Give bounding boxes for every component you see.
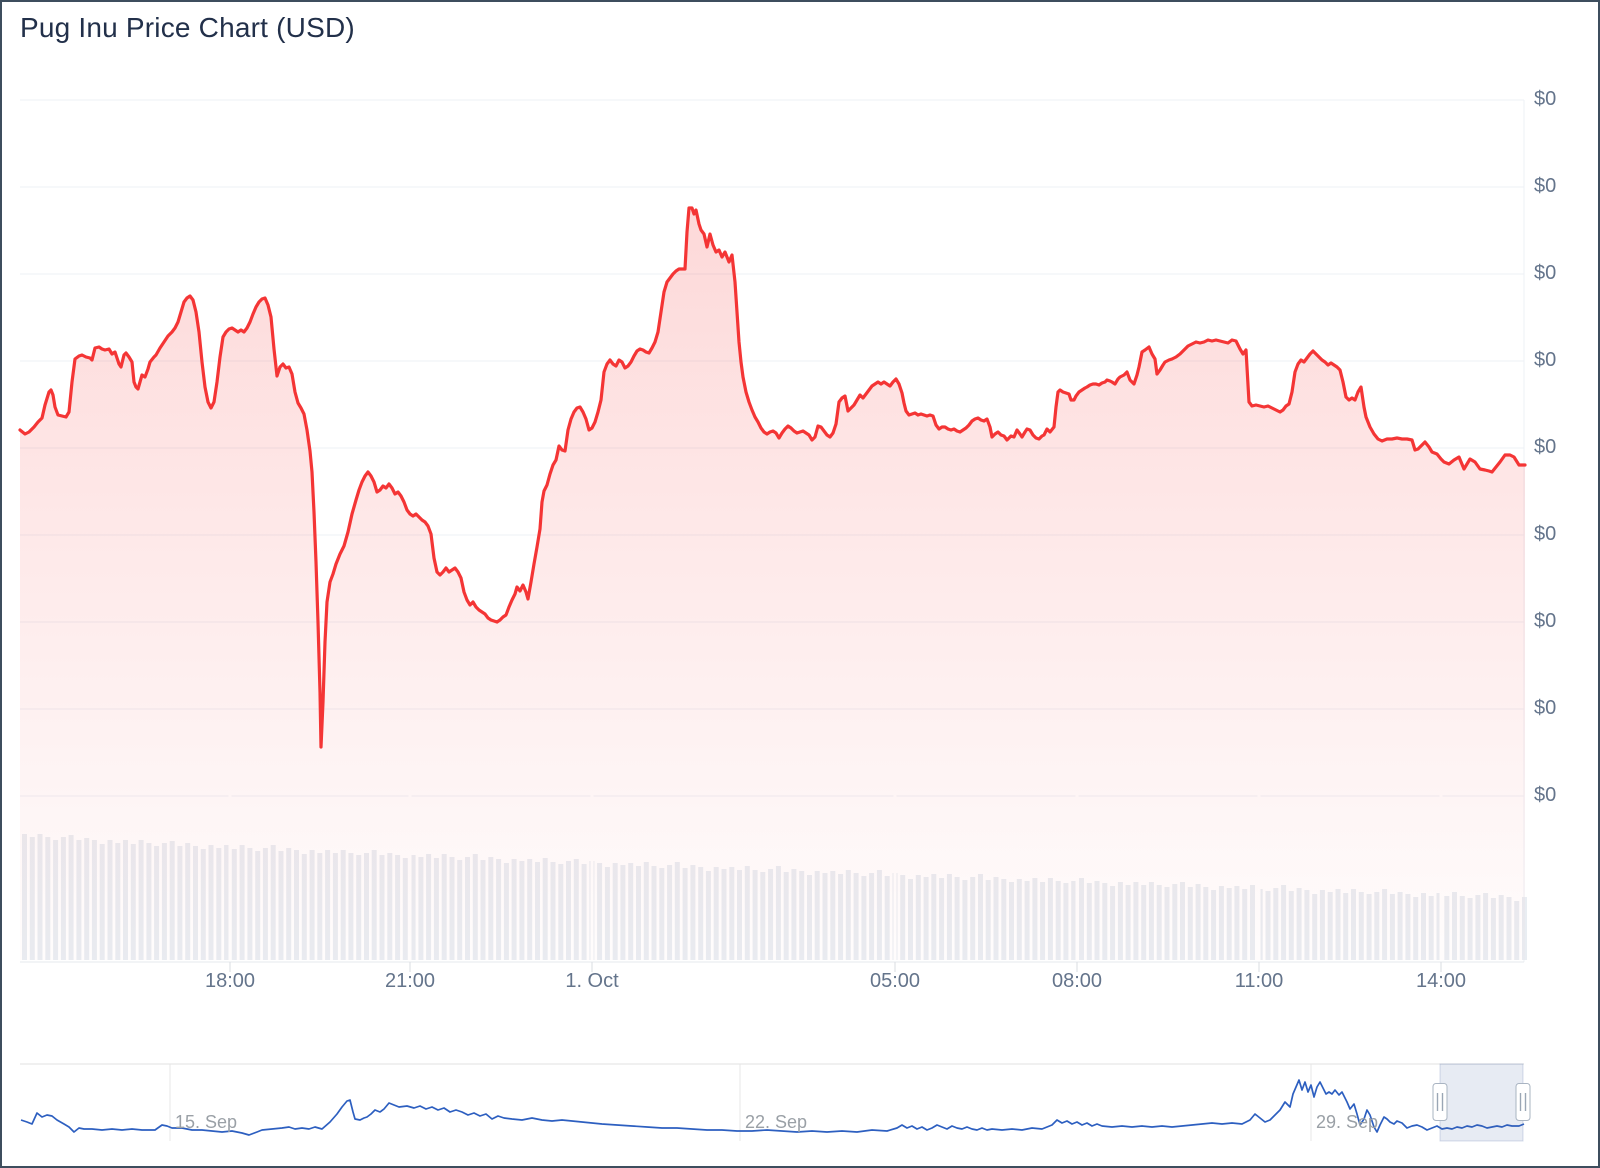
y-axis-label: $0 [1534, 175, 1557, 197]
y-axis-label: $0 [1534, 610, 1557, 632]
x-axis-label: 05:00 [869, 970, 921, 992]
price-plot-area[interactable] [20, 64, 1524, 962]
y-axis-label: $0 [1534, 88, 1557, 110]
price-area [20, 208, 1525, 960]
y-axis-label: $0 [1534, 523, 1557, 545]
y-axis-label: $0 [1534, 697, 1557, 719]
y-axis-label: $0 [1534, 349, 1557, 371]
x-axis-label: 08:00 [1051, 970, 1103, 992]
x-axis-label: 18:00 [204, 970, 256, 992]
navigator-right-handle[interactable] [1515, 1083, 1531, 1121]
navigator-series [20, 1079, 1525, 1136]
x-axis-label: 14:00 [1415, 970, 1467, 992]
navigator-date-label: 29. Sep [1316, 1112, 1379, 1132]
navigator-date-label: 15. Sep [175, 1112, 238, 1132]
price-line [18, 206, 1527, 749]
x-axis-label: 11:00 [1234, 970, 1284, 992]
y-axis-label: $0 [1534, 784, 1557, 806]
y-axis-label: $0 [1534, 262, 1557, 284]
navigator-left-handle[interactable] [1432, 1083, 1448, 1121]
navigator-date-label: 22. Sep [745, 1112, 808, 1132]
chart-title: Pug Inu Price Chart (USD) [20, 12, 355, 43]
x-axis-label: 21:00 [384, 970, 436, 992]
x-axis-label: 1. Oct [565, 970, 619, 992]
y-axis-label: $0 [1534, 436, 1557, 458]
navigator-selected-range[interactable] [1439, 1063, 1524, 1142]
